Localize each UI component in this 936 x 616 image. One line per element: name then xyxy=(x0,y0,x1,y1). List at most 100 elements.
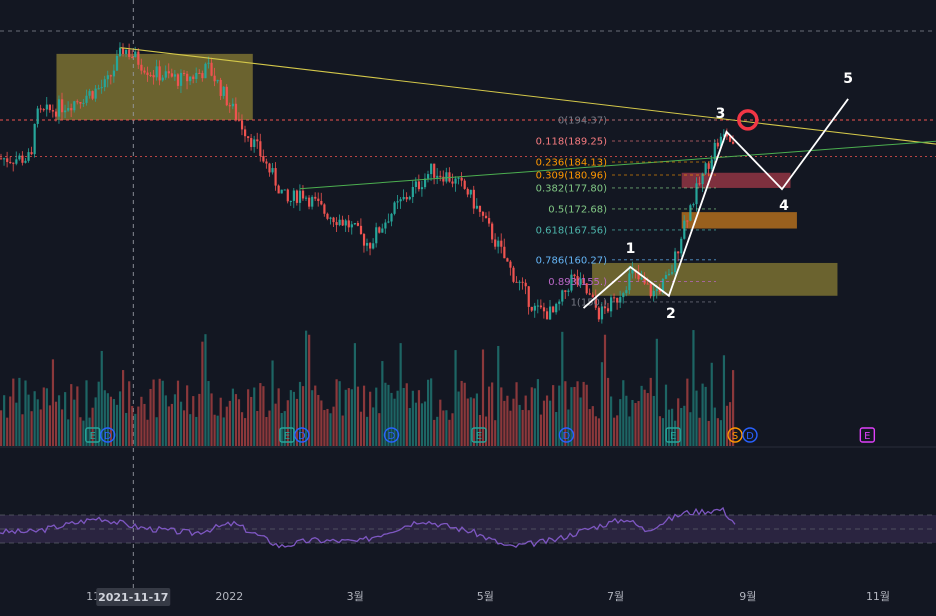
candle-body xyxy=(198,72,201,74)
volume-bar xyxy=(439,399,442,446)
candle-body xyxy=(213,75,216,82)
volume-bar xyxy=(54,401,58,446)
volume-bar xyxy=(88,417,91,446)
volume-bar xyxy=(91,407,94,446)
volume-bar xyxy=(265,416,268,446)
volume-bar xyxy=(366,416,369,446)
volume-bar xyxy=(362,385,366,446)
candle-body xyxy=(600,306,604,320)
ascending-support-line xyxy=(299,140,936,190)
fib-label-0.118: 0.118(189.25) xyxy=(536,136,608,147)
volume-bar xyxy=(509,410,512,446)
volume-bar xyxy=(250,396,253,446)
volume-bar xyxy=(433,419,436,446)
volume-bar xyxy=(45,388,48,446)
volume-bar xyxy=(33,391,36,446)
volume-bar xyxy=(222,417,225,446)
volume-bar xyxy=(451,413,454,446)
candle-body xyxy=(356,223,360,226)
volume-bar xyxy=(329,413,332,446)
candle-body xyxy=(603,306,607,309)
candle-body xyxy=(558,301,561,304)
volume-bar xyxy=(356,386,360,446)
candle-body xyxy=(472,189,475,209)
event-label: D xyxy=(563,431,571,442)
volume-bar xyxy=(85,380,88,446)
candle-body xyxy=(704,163,707,174)
fib-label-0.236: 0.236(184.13) xyxy=(536,157,608,168)
volume-bar xyxy=(454,350,457,446)
candle-body xyxy=(115,55,119,71)
candle-body xyxy=(369,243,372,249)
candle-body xyxy=(567,290,570,292)
candle-body xyxy=(85,95,88,103)
candle-body xyxy=(70,108,73,111)
volume-bar xyxy=(48,405,51,446)
candle-body xyxy=(436,175,439,178)
volume-bar xyxy=(414,402,417,446)
candle-body xyxy=(594,297,597,308)
candle-body xyxy=(661,278,665,293)
volume-bar xyxy=(430,378,433,446)
volume-bar xyxy=(692,330,695,446)
x-tick-label: 5월 xyxy=(477,590,494,603)
crosshair-date-label: 2021-11-17 xyxy=(98,591,168,604)
candle-body xyxy=(366,243,369,246)
candle-body xyxy=(250,138,253,148)
volume-bar xyxy=(170,403,173,446)
candle-body xyxy=(469,189,472,195)
volume-bar xyxy=(603,334,607,446)
volume-bar xyxy=(61,409,64,446)
event-marker-split: S xyxy=(727,427,743,443)
candle-body xyxy=(716,142,719,147)
volume-bar xyxy=(289,390,292,446)
volume-bar xyxy=(210,393,213,446)
volume-bar xyxy=(463,382,466,446)
volume-bar xyxy=(198,393,201,446)
event-marker-dividend: D xyxy=(383,427,400,443)
volume-bar xyxy=(393,398,396,446)
candle-body xyxy=(161,77,164,81)
volume-bar xyxy=(613,417,616,446)
volume-bar xyxy=(372,407,375,446)
volume-bar xyxy=(399,343,402,446)
event-label: E xyxy=(284,431,290,442)
event-marker-earnings: E xyxy=(85,427,101,443)
volume-bar xyxy=(359,411,363,446)
volume-bar xyxy=(158,378,161,446)
candle-body xyxy=(719,136,722,147)
candle-body xyxy=(649,283,652,297)
candle-body xyxy=(329,217,332,219)
candle-body xyxy=(228,105,231,107)
candle-body xyxy=(561,290,564,302)
candle-body xyxy=(27,152,30,161)
volume-bar xyxy=(247,389,250,446)
volume-bar xyxy=(274,403,277,446)
volume-bar xyxy=(216,415,219,446)
volume-bar xyxy=(277,388,280,446)
volume-bar xyxy=(585,384,588,446)
volume-bar xyxy=(30,411,33,446)
volume-bar xyxy=(134,413,137,446)
candle-body xyxy=(725,134,729,137)
candle-body xyxy=(350,224,353,228)
volume-bar xyxy=(631,400,634,446)
candle-body xyxy=(509,261,512,268)
candle-body xyxy=(347,220,350,228)
volume-bar xyxy=(637,401,640,446)
candle-body xyxy=(707,163,710,169)
volume-bar xyxy=(521,409,524,446)
volume-bar xyxy=(527,410,530,446)
candle-body xyxy=(82,102,85,104)
candle-body xyxy=(94,88,97,99)
candle-body xyxy=(399,199,402,202)
candle-body xyxy=(192,76,195,79)
candle-body xyxy=(500,240,503,247)
volume-bar xyxy=(3,395,6,446)
candle-body xyxy=(283,189,286,191)
candle-body xyxy=(457,177,460,179)
fib-label-0.618: 0.618(167.56) xyxy=(536,225,608,236)
volume-bar xyxy=(268,410,271,446)
